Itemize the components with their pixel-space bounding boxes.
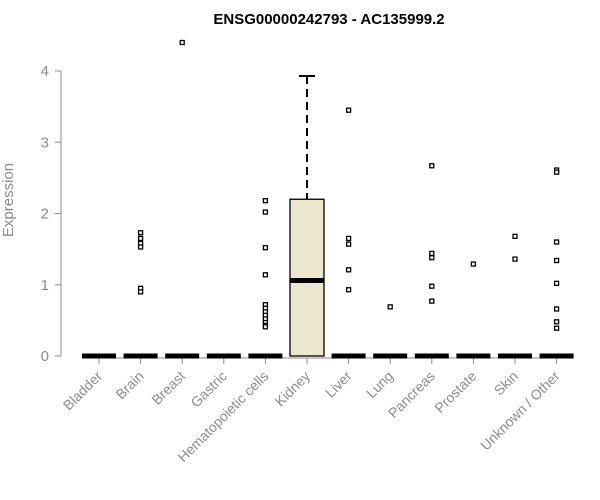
y-tick-label: 4 — [41, 63, 49, 80]
box-group — [331, 107, 366, 359]
chart-title: ENSG00000242793 - AC135999.2 — [213, 11, 444, 28]
outlier-point — [429, 283, 435, 289]
x-tick-label: Breast — [148, 368, 188, 408]
box-rect — [289, 198, 325, 357]
outlier-point — [553, 319, 560, 325]
outlier-point — [137, 289, 144, 295]
outlier-point — [553, 306, 560, 312]
outlier-point — [137, 230, 144, 236]
box-group — [373, 304, 408, 359]
outlier-point — [429, 163, 435, 169]
outlier-point — [470, 261, 477, 267]
outlier-point — [179, 39, 185, 46]
box-group — [539, 167, 574, 359]
box-plots — [82, 39, 574, 359]
outlier-point — [345, 235, 352, 242]
y-tick-label: 1 — [41, 277, 49, 294]
outlier-point — [262, 245, 269, 251]
x-tick-label: Liver — [322, 368, 355, 401]
outlier-point — [429, 250, 435, 257]
outlier-point — [429, 298, 435, 304]
y-tick-label: 2 — [41, 206, 49, 223]
y-tick-label: 0 — [41, 348, 49, 365]
outlier-point — [387, 304, 393, 310]
y-axis-label: Expression — [0, 163, 17, 237]
outlier-point — [553, 325, 560, 331]
outlier-point — [345, 241, 352, 247]
box-group — [123, 230, 158, 359]
y-tick-label: 3 — [41, 134, 49, 151]
x-tick-label: Kidney — [272, 368, 314, 410]
outlier-point — [553, 239, 560, 245]
outlier-point — [262, 324, 269, 330]
outlier-point — [345, 267, 352, 273]
outlier-point — [262, 209, 269, 215]
outlier-point — [553, 280, 560, 286]
outlier-point — [262, 198, 269, 204]
outlier-point — [512, 256, 518, 262]
box-group — [456, 261, 491, 359]
x-tick-label: Brain — [112, 368, 146, 402]
x-tick-label: Bladder — [60, 368, 106, 414]
box-group — [414, 163, 449, 359]
x-tick-label: Lung — [363, 368, 396, 401]
outlier-point — [137, 235, 144, 242]
box-group — [498, 233, 532, 359]
outlier-point — [137, 244, 144, 250]
outlier-point — [262, 272, 269, 278]
outlier-point — [553, 169, 560, 175]
box-group — [289, 74, 325, 357]
outlier-point — [345, 107, 352, 113]
x-tick-label: Skin — [491, 368, 522, 399]
outlier-point — [553, 257, 560, 264]
box-group — [165, 39, 200, 359]
outlier-point — [345, 287, 352, 293]
x-tick-label: Prostate — [431, 368, 479, 416]
x-tick-label: Unknown / Other — [477, 368, 563, 454]
outlier-point — [512, 233, 518, 239]
box-group — [248, 198, 283, 359]
outlier-point — [429, 255, 435, 261]
y-axis: 0 1 2 3 4 — [41, 63, 62, 365]
